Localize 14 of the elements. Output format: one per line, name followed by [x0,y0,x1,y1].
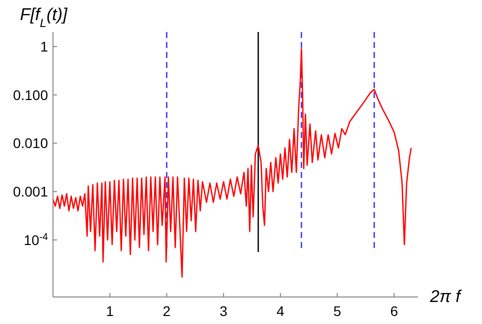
y-tick-label: 1 [40,38,48,55]
x-tick-label: 3 [220,303,228,319]
y-tick-label: 0.100 [12,86,48,103]
x-axis-title: 2π f [429,287,463,306]
x-tick-label: 1 [106,303,114,319]
y-tick-label: 0.010 [12,135,48,152]
x-tick-label: 5 [333,303,342,319]
x-tick-label: 2 [162,303,171,319]
x-tick-label: 6 [390,303,398,319]
x-tick-label: 4 [276,303,285,319]
y-tick-label: 10$^{-4}$ [24,231,49,248]
y-tick-label: 0.001 [12,184,48,200]
line-series [52,48,412,278]
y-axis-title: F[f$_{L}$(t)] [20,5,69,30]
